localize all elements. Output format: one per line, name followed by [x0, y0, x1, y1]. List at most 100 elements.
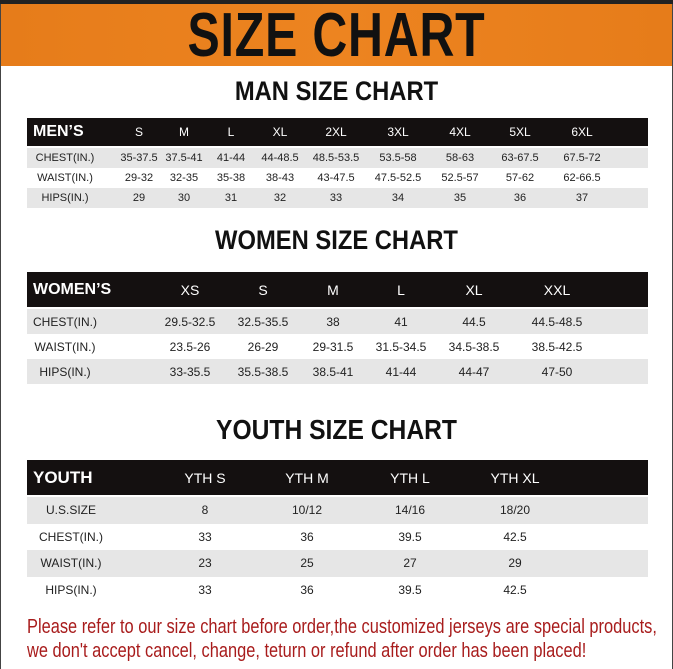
table-header-row: WOMEN’S XS S M L XL XXL [27, 272, 648, 307]
measurement-cell: 27 [403, 556, 417, 571]
measurement-cell: 41-44 [216, 152, 246, 164]
row-label: CHEST(IN.) [35, 152, 95, 164]
measurement-cell: 29-32 [124, 172, 154, 184]
measurement-cell: 30 [177, 192, 191, 204]
measurement-cell: 36 [300, 582, 314, 597]
measurement-cell: 26-29 [247, 339, 279, 354]
measurement-cell: 52.5-57 [441, 172, 479, 184]
table-row: CHEST(IN.) 33 36 39.5 42.5 [27, 523, 648, 550]
measurement-cell: 35-37.5 [120, 152, 158, 164]
table-row: CHEST(IN.) 29.5-32.5 32.5-35.5 38 41 44.5 44.5… [27, 309, 648, 334]
size-header-cell: 6XL [571, 125, 593, 139]
table-row: HIPS(IN.) 33-35.5 35.5-38.5 38.5-41 41-44 44-… [27, 359, 648, 384]
measurement-cell: 23.5-26 [169, 339, 211, 354]
measurement-cell: 43-47.5 [317, 172, 355, 184]
measurement-cell: 47-50 [541, 364, 573, 379]
table-row: WAIST(IN.) 23.5-26 26-29 29-31.5 31.5-34.5 34… [27, 334, 648, 359]
measurement-cell: 42.5 [503, 529, 527, 544]
measurement-cell: 35 [453, 192, 467, 204]
measurement-cell: 47.5-52.5 [374, 172, 422, 184]
measurement-cell: 44.5 [462, 314, 486, 329]
size-header-cell: 5XL [509, 125, 531, 139]
table-row: HIPS(IN.) 33 36 39.5 42.5 [27, 576, 648, 603]
measurement-cell: 36 [513, 192, 527, 204]
measurement-cell: 32-35 [169, 172, 199, 184]
row-label: WAIST(IN.) [40, 556, 102, 571]
measurement-cell: 34.5-38.5 [448, 339, 500, 354]
measurement-cell: 38.5-41 [312, 364, 354, 379]
measurement-cell: 41-44 [385, 364, 417, 379]
measurement-cell: 29 [132, 192, 146, 204]
table-row: U.S.SIZE 8 10/12 14/16 18/20 [27, 497, 648, 524]
top-border [0, 0, 673, 4]
measurement-cell: 38-43 [265, 172, 295, 184]
banner-title: SIZE CHART [187, 1, 486, 70]
size-header-cell: XL [465, 281, 483, 298]
row-label: U.S.SIZE [45, 503, 97, 518]
measurement-cell: 62-66.5 [563, 172, 601, 184]
measurement-cell: 18/20 [499, 503, 531, 518]
measurement-cell: 33-35.5 [169, 364, 211, 379]
size-header-cell: YTH XL [490, 469, 540, 486]
measurement-cell: 32 [273, 192, 287, 204]
measurement-cell: 44-48.5 [261, 152, 299, 164]
measurement-cell: 37 [575, 192, 589, 204]
size-header-cell: XL [272, 125, 288, 139]
table-row: CHEST(IN.) 35-37.5 37.5-41 41-44 44-48.5 48.5… [27, 148, 648, 168]
size-header-cell: XXL [543, 281, 571, 298]
size-header-cell: XS [180, 281, 200, 298]
table-row: WAIST(IN.) 23 25 27 29 [27, 550, 648, 577]
size-header-cell: L [397, 281, 405, 298]
size-header-cell: S [134, 125, 144, 139]
measurement-cell: 10/12 [291, 503, 323, 518]
youth-section-title: YOUTH SIZE CHART [216, 414, 457, 445]
table-row: WAIST(IN.) 29-32 32-35 35-38 38-43 43-47.5 47.… [27, 168, 648, 188]
row-label: HIPS(IN.) [45, 582, 97, 597]
measurement-cell: 63-67.5 [501, 152, 539, 164]
measurement-cell: 31.5-34.5 [375, 339, 427, 354]
measurement-cell: 32.5-35.5 [237, 314, 289, 329]
measurement-cell: 29.5-32.5 [164, 314, 216, 329]
notice-line-2: we don't accept cancel, change, teturn o… [27, 640, 587, 662]
table-title-cell: WOMEN’S [33, 280, 112, 298]
measurement-cell: 44.5-48.5 [531, 314, 583, 329]
size-header-cell: 3XL [387, 125, 409, 139]
measurement-cell: 8 [201, 503, 209, 518]
measurement-cell: 42.5 [503, 582, 527, 597]
measurement-cell: 48.5-53.5 [312, 152, 360, 164]
row-label: HIPS(IN.) [39, 364, 91, 379]
size-header-cell: YTH M [285, 469, 329, 486]
measurement-cell: 38 [326, 314, 340, 329]
measurement-cell: 39.5 [398, 529, 422, 544]
size-header-cell: L [227, 125, 235, 139]
measurement-cell: 14/16 [394, 503, 426, 518]
row-label: WAIST(IN.) [34, 339, 96, 354]
men-section-title: MAN SIZE CHART [234, 76, 439, 106]
measurement-cell: 33 [198, 529, 212, 544]
size-header-cell: M [179, 125, 189, 139]
table-title-cell: MEN’S [33, 123, 84, 140]
measurement-cell: 25 [300, 556, 314, 571]
table-title-cell: YOUTH [33, 467, 93, 487]
measurement-cell: 35.5-38.5 [237, 364, 289, 379]
size-header-cell: 4XL [449, 125, 471, 139]
measurement-cell: 33 [198, 582, 212, 597]
row-label: HIPS(IN.) [41, 192, 89, 204]
size-header-cell: S [258, 281, 268, 298]
measurement-cell: 36 [300, 529, 314, 544]
measurement-cell: 29-31.5 [312, 339, 354, 354]
table-row: HIPS(IN.) 29 30 31 32 33 34 35 36 37 [27, 188, 648, 208]
table-header-row: YOUTH YTH S YTH M YTH L YTH XL [27, 460, 648, 495]
measurement-cell: 39.5 [398, 582, 422, 597]
measurement-cell: 31 [224, 192, 238, 204]
measurement-cell: 44-47 [458, 364, 490, 379]
banner: SIZE CHART [1, 1, 672, 70]
measurement-cell: 41 [394, 314, 408, 329]
measurement-cell: 38.5-42.5 [531, 339, 583, 354]
table-header-row: MEN’S S M L XL 2XL 3XL 4XL 5XL 6XL [27, 118, 648, 146]
measurement-cell: 29 [508, 556, 522, 571]
row-label: CHEST(IN.) [39, 529, 103, 544]
size-header-cell: 2XL [325, 125, 347, 139]
row-label: WAIST(IN.) [37, 172, 93, 184]
measurement-cell: 34 [391, 192, 405, 204]
